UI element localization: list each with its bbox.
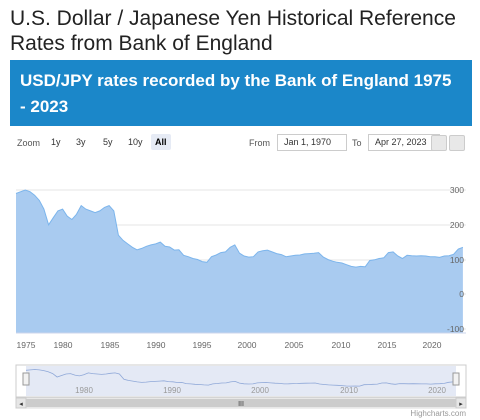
navigator-tick-label: 1980 xyxy=(75,386,93,395)
chart-title-banner: USD/JPY rates recorded by the Bank of En… xyxy=(10,60,472,126)
zoom-button-5y[interactable]: 5y xyxy=(103,137,113,147)
navigator-labels: 1980 1990 2000 2010 2020 xyxy=(75,386,446,395)
right-arrow-icon: ▸ xyxy=(459,401,463,408)
navigator-tick-label: 2020 xyxy=(428,386,446,395)
y-tick-label: 100 xyxy=(450,255,464,265)
y-tick-label: 0 xyxy=(459,289,464,299)
x-tick-label: 1980 xyxy=(54,340,73,350)
series-area xyxy=(16,190,463,333)
x-tick-label: 1985 xyxy=(101,340,120,350)
series-line xyxy=(15,189,464,268)
x-tick-label: 2015 xyxy=(378,340,397,350)
navigator-series xyxy=(25,369,454,387)
navigator-tick-label: 2010 xyxy=(340,386,358,395)
x-tick-label: 1995 xyxy=(193,340,212,350)
scrollbar-left-button[interactable] xyxy=(15,397,27,409)
x-tick-label: 2005 xyxy=(285,340,304,350)
print-icon[interactable] xyxy=(431,135,447,151)
navigator-line xyxy=(25,369,454,387)
from-label: From xyxy=(249,138,270,148)
navigator-left-handle[interactable] xyxy=(22,372,30,386)
x-tick-label: 1975 xyxy=(17,340,36,350)
zoom-label: Zoom xyxy=(17,138,41,148)
y-tick-label: -100 xyxy=(447,324,464,334)
navigator-selection[interactable] xyxy=(26,366,456,396)
x-axis-labels: 1975 1980 1985 1990 1995 2000 2005 2010 … xyxy=(17,340,442,350)
range-selector-toolbar: Zoom 1y 3y 5y 10y All From Jan 1, 1970 T… xyxy=(0,132,480,154)
navigator-right-handle[interactable] xyxy=(452,372,460,386)
x-tick-label: 2000 xyxy=(238,340,257,350)
chart-title: USD/JPY rates recorded by the Bank of En… xyxy=(20,71,452,116)
scrollbar-right-button[interactable] xyxy=(455,397,467,409)
from-date-input[interactable]: Jan 1, 1970 xyxy=(277,134,347,151)
page-title: U.S. Dollar / Japanese Yen Historical Re… xyxy=(10,7,456,55)
zoom-button-1y[interactable]: 1y xyxy=(51,137,61,147)
x-tick-label: 1990 xyxy=(147,340,166,350)
navigator-tick-label: 1990 xyxy=(163,386,181,395)
x-tick-label: 2020 xyxy=(423,340,442,350)
y-tick-label: 300 xyxy=(450,185,464,195)
y-axis-labels: 300 200 100 0 -100 xyxy=(447,185,464,334)
scrollbar-grip: III xyxy=(238,401,244,408)
x-tick-label: 2010 xyxy=(332,340,351,350)
zoom-button-3y[interactable]: 3y xyxy=(76,137,86,147)
to-label: To xyxy=(352,138,362,148)
y-tick-label: 200 xyxy=(450,220,464,230)
credit-link[interactable]: Highcharts.com xyxy=(410,409,466,418)
zoom-button-10y[interactable]: 10y xyxy=(128,137,143,147)
download-icon[interactable] xyxy=(449,135,465,151)
navigator-tick-label: 2000 xyxy=(251,386,269,395)
left-arrow-icon: ◂ xyxy=(19,401,23,408)
scrollbar-thumb[interactable] xyxy=(26,399,456,407)
zoom-button-all[interactable]: All xyxy=(151,134,171,150)
plot-area xyxy=(15,189,464,333)
